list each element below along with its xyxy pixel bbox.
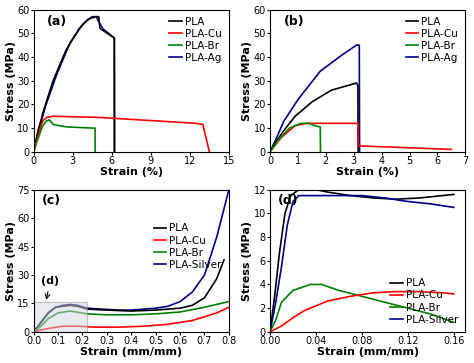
Bar (34, 302, 87, 332)
Y-axis label: Stress (MPa): Stress (MPa) (6, 41, 16, 121)
X-axis label: Strain (mm/mm): Strain (mm/mm) (80, 347, 182, 358)
Legend: PLA, PLA-Cu, PLA-Br, PLA-Silver: PLA, PLA-Cu, PLA-Br, PLA-Silver (388, 276, 460, 327)
Text: (c): (c) (41, 194, 61, 207)
Text: (a): (a) (47, 15, 67, 28)
Legend: PLA, PLA-Cu, PLA-Br, PLA-Ag: PLA, PLA-Cu, PLA-Br, PLA-Ag (403, 15, 460, 65)
Legend: PLA, PLA-Cu, PLA-Br, PLA-Ag: PLA, PLA-Cu, PLA-Br, PLA-Ag (167, 15, 224, 65)
X-axis label: Strain (%): Strain (%) (100, 167, 163, 178)
Y-axis label: Stress (MPa): Stress (MPa) (242, 41, 252, 121)
Legend: PLA, PLA-Cu, PLA-Br, PLA-Silver: PLA, PLA-Cu, PLA-Br, PLA-Silver (152, 221, 224, 272)
X-axis label: Strain (%): Strain (%) (336, 167, 399, 178)
Y-axis label: Stress (MPa): Stress (MPa) (6, 221, 16, 301)
Text: (d): (d) (278, 194, 299, 207)
Y-axis label: Stress (MPa): Stress (MPa) (242, 221, 252, 301)
Text: (b): (b) (284, 15, 304, 28)
Text: (d): (d) (41, 276, 59, 298)
X-axis label: Strain (mm/mm): Strain (mm/mm) (317, 347, 419, 358)
